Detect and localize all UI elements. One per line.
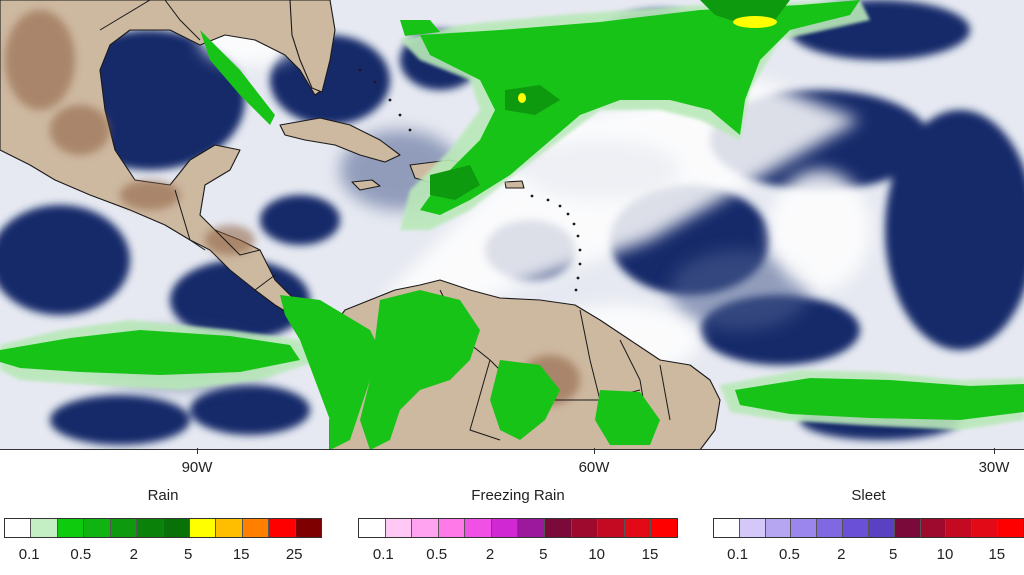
longitude-label-30w: 30W xyxy=(978,459,1010,476)
legend-swatch-rain-6 xyxy=(163,519,190,537)
legend-swatch-rain-5 xyxy=(137,519,164,537)
map-canvas xyxy=(0,0,1024,450)
legend-swatch-rain-0 xyxy=(5,519,32,537)
lesser-antilles xyxy=(358,68,582,292)
land-jamaica xyxy=(351,179,381,191)
land-north-america xyxy=(0,0,356,346)
legend-rain: Rain 0.1 0.5 2 5 15 25 xyxy=(4,487,322,572)
legend-swatch-sleet-9 xyxy=(946,519,973,537)
legend-title-rain: Rain xyxy=(147,487,179,504)
precipitation-map[interactable] xyxy=(0,0,1024,450)
legend-swatch-freezing-rain-6 xyxy=(518,519,546,537)
legend-title-freezing-rain: Freezing Rain xyxy=(471,487,565,504)
tick-90w xyxy=(197,448,198,454)
tick-60w xyxy=(594,448,595,454)
legend-swatch-freezing-rain-3 xyxy=(438,519,466,537)
legend-swatch-sleet-6 xyxy=(868,519,895,537)
precip-rain xyxy=(0,0,1024,450)
legend-colorbar-rain xyxy=(4,518,322,538)
legend-label-rain-0: 0.1 xyxy=(18,546,40,563)
legend-swatch-sleet-5 xyxy=(843,519,869,537)
legend-swatch-freezing-rain-1 xyxy=(385,519,413,537)
legend-label-rain-4: 15 xyxy=(232,546,250,563)
legend-swatch-sleet-10 xyxy=(972,519,999,537)
land-cuba xyxy=(279,117,401,163)
tick-30w xyxy=(994,448,995,454)
legend-swatch-rain-4 xyxy=(110,519,138,537)
legend-label-sleet-3: 5 xyxy=(888,546,898,563)
legend-label-sleet-1: 0.5 xyxy=(779,546,800,563)
longitude-label-60w: 60W xyxy=(578,459,610,476)
legend-title-sleet: Sleet xyxy=(851,487,886,504)
legend-label-sleet-0: 0.1 xyxy=(727,546,749,563)
legend-swatch-rain-3 xyxy=(84,519,111,537)
legend-swatch-rain-1 xyxy=(31,519,58,537)
legend-swatch-freezing-rain-10 xyxy=(624,519,652,537)
legend-colorbar-sleet xyxy=(713,518,1024,538)
legend-label-rain-5: 25 xyxy=(285,546,303,563)
legend-swatch-freezing-rain-11 xyxy=(651,519,677,537)
legend-swatch-sleet-4 xyxy=(817,519,844,537)
legend-label-freezing-rain-0: 0.1 xyxy=(372,546,394,563)
legend-swatch-freezing-rain-9 xyxy=(598,519,625,537)
legend-label-sleet-4: 10 xyxy=(936,546,954,563)
precip-yellow-cores xyxy=(518,16,777,103)
legend-swatch-rain-9 xyxy=(242,519,270,537)
legend-swatch-freezing-rain-5 xyxy=(491,519,519,537)
legend-swatch-sleet-11 xyxy=(998,519,1023,537)
legend-label-sleet-5: 15 xyxy=(988,546,1006,563)
legend-swatch-sleet-7 xyxy=(894,519,921,537)
legend-swatch-rain-7 xyxy=(189,519,217,537)
legend-labels-rain: 0.1 0.5 2 5 15 25 xyxy=(4,546,322,564)
legend-label-freezing-rain-1: 0.5 xyxy=(426,546,448,563)
legend-colorbar-freezing-rain xyxy=(358,518,678,538)
legend-label-freezing-rain-2: 2 xyxy=(485,546,495,563)
legend-label-freezing-rain-3: 5 xyxy=(539,546,548,563)
legend-swatch-sleet-3 xyxy=(791,519,818,537)
legend-swatch-sleet-1 xyxy=(739,519,766,537)
legend-labels-sleet: 0.1 0.5 2 5 10 15 xyxy=(713,546,1024,564)
legend-swatch-freezing-rain-0 xyxy=(359,519,386,537)
legend-labels-freezing-rain: 0.1 0.5 2 5 10 15 xyxy=(358,546,678,564)
legend-swatch-freezing-rain-2 xyxy=(412,519,439,537)
legend-swatch-sleet-8 xyxy=(920,519,947,537)
legend-freezing-rain: Freezing Rain 0.1 0.5 2 5 10 15 xyxy=(358,487,678,572)
legend-label-rain-2: 2 xyxy=(129,546,139,563)
legend-label-sleet-2: 2 xyxy=(837,546,846,563)
legend-swatch-sleet-0 xyxy=(714,519,740,537)
legend-label-freezing-rain-5: 15 xyxy=(641,546,659,563)
legend-swatch-freezing-rain-8 xyxy=(571,519,599,537)
legend-label-freezing-rain-4: 10 xyxy=(588,546,605,563)
legend-swatch-rain-8 xyxy=(216,519,243,537)
legend-swatch-rain-11 xyxy=(295,519,322,537)
legend-swatch-freezing-rain-7 xyxy=(545,519,572,537)
legend-label-rain-3: 5 xyxy=(184,546,193,563)
land-puerto-rico xyxy=(504,180,525,189)
legend-swatch-rain-10 xyxy=(269,519,296,537)
legend-swatch-rain-2 xyxy=(57,519,85,537)
legend-sleet: Sleet 0.1 0.5 2 5 10 15 xyxy=(713,487,1024,572)
longitude-label-90w: 90W xyxy=(181,459,213,476)
legend-swatch-freezing-rain-4 xyxy=(465,519,492,537)
land-florida xyxy=(289,0,336,93)
legend-label-rain-1: 0.5 xyxy=(70,546,92,563)
legend-swatch-sleet-2 xyxy=(765,519,792,537)
